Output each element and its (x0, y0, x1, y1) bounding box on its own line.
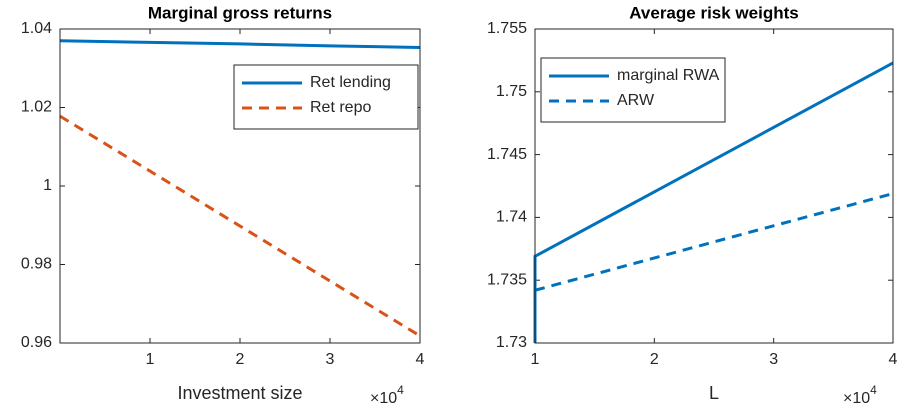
x-tick-label: 2 (650, 351, 659, 368)
chart-title: Average risk weights (629, 3, 798, 22)
series-line (534, 192, 894, 292)
y-tick-label: 1.735 (487, 271, 527, 288)
y-tick-label: 1.755 (487, 20, 527, 37)
x-multiplier: ×104 (370, 383, 404, 407)
x-tick-label: 3 (326, 351, 335, 368)
x-multiplier: ×104 (843, 383, 877, 407)
legend-label: Ret lending (310, 74, 391, 91)
x-tick-label: 4 (416, 351, 425, 368)
x-axis-label: Investment size (177, 383, 302, 403)
x-tick-label: 4 (889, 351, 898, 368)
legend-label: ARW (617, 92, 655, 109)
x-multiplier-exponent: 4 (870, 383, 877, 397)
legend-label: marginal RWA (617, 67, 720, 84)
x-tick-label: 2 (236, 351, 245, 368)
legend-box (233, 64, 419, 130)
y-tick-label: 1.73 (496, 334, 527, 351)
y-tick-label: 1.02 (21, 99, 52, 116)
y-tick-label: 1.74 (496, 209, 527, 226)
x-multiplier-exponent: 4 (397, 383, 404, 397)
series-line (59, 114, 421, 338)
x-axis-label: L (709, 383, 719, 403)
y-tick-label: 1.745 (487, 146, 527, 163)
y-tick-label: 1 (43, 177, 52, 194)
axes-box (59, 28, 421, 344)
x-tick-label: 1 (531, 351, 540, 368)
y-tick-label: 1.04 (21, 20, 52, 37)
y-tick-label: 0.98 (21, 256, 52, 273)
legend-box (540, 57, 726, 123)
y-tick-label: 0.96 (21, 334, 52, 351)
series-line (59, 39, 421, 49)
chart-title: Marginal gross returns (148, 3, 332, 22)
y-tick-label: 1.75 (496, 83, 527, 100)
legend-label: Ret repo (310, 99, 371, 116)
x-tick-label: 1 (146, 351, 155, 368)
x-tick-label: 3 (769, 351, 778, 368)
axes-box (534, 28, 894, 344)
